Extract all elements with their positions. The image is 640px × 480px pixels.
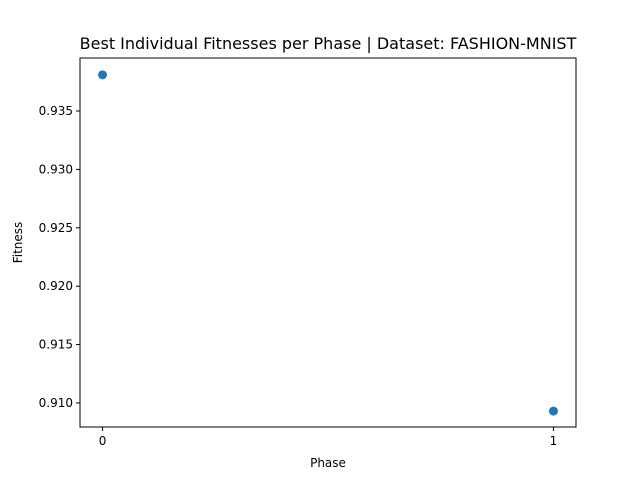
y-tick-label: 0.920	[39, 279, 73, 293]
chart-title: Best Individual Fitnesses per Phase | Da…	[80, 34, 577, 53]
y-tick-label: 0.930	[39, 162, 73, 176]
y-axis-ticks: 0.910 0.915 0.920 0.925 0.930 0.935	[39, 104, 80, 410]
plot-area-frame	[79, 57, 577, 428]
data-point	[548, 406, 558, 416]
data-points	[98, 70, 558, 416]
y-tick-label: 0.935	[39, 104, 73, 118]
x-tick-label: 1	[550, 434, 558, 448]
data-point	[98, 70, 108, 80]
x-tick-label: 0	[99, 434, 107, 448]
y-tick-label: 0.915	[39, 338, 73, 352]
y-axis-label: Fitness	[11, 222, 25, 264]
y-tick-label: 0.910	[39, 396, 73, 410]
y-tick-label: 0.925	[39, 221, 73, 235]
x-axis-label: Phase	[310, 456, 346, 470]
